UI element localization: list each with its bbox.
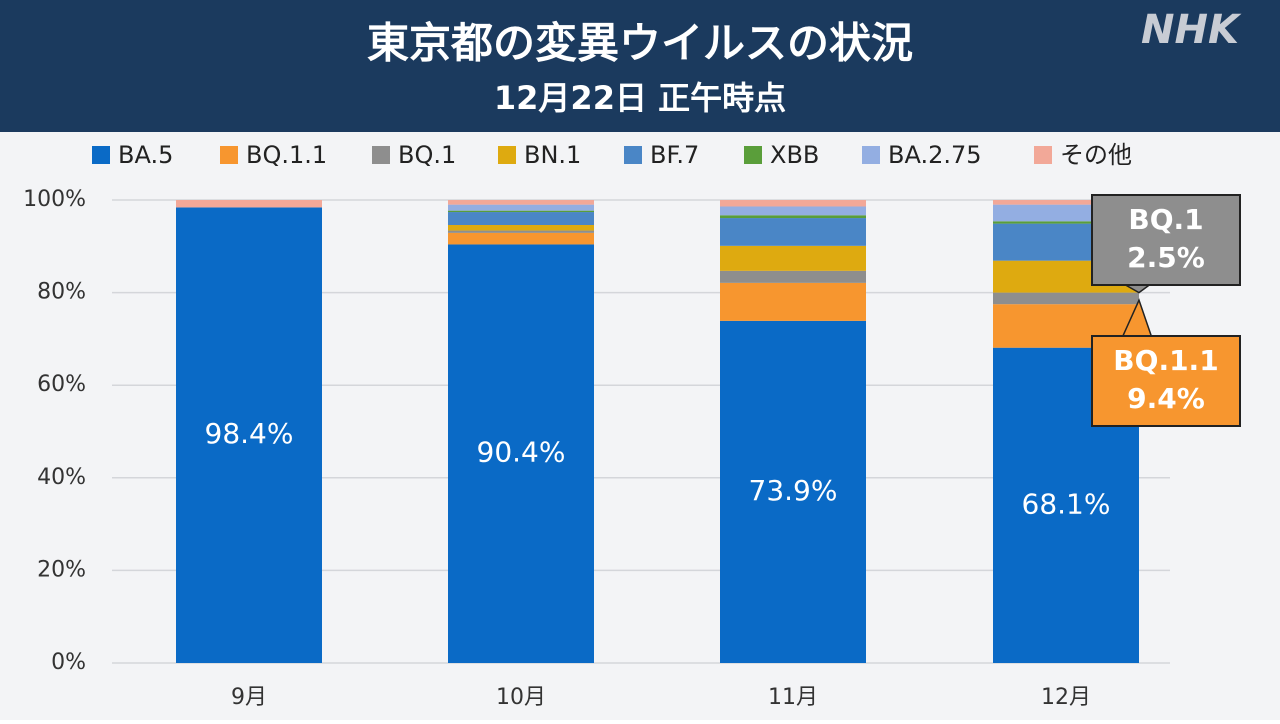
bar-segment — [448, 200, 594, 205]
legend-label: BF.7 — [650, 141, 699, 169]
bar-segment — [720, 215, 866, 219]
callout-box — [1091, 194, 1241, 286]
data-label: 90.4% — [477, 436, 566, 469]
legend-swatch — [744, 146, 762, 164]
bar-segment — [993, 221, 1139, 224]
legend-swatch — [220, 146, 238, 164]
bar-segment — [720, 218, 866, 246]
y-tick-label: 40% — [37, 465, 86, 490]
legend-swatch — [1034, 146, 1052, 164]
legend-label: BQ.1 — [398, 141, 456, 169]
data-label: 98.4% — [205, 417, 294, 450]
callout-name: BQ.1.1 — [1113, 344, 1218, 377]
y-tick-label: 20% — [37, 557, 86, 582]
x-tick-label: 9月 — [231, 685, 267, 710]
legend-swatch — [498, 146, 516, 164]
bar-segment — [176, 207, 322, 663]
legend-swatch — [624, 146, 642, 164]
bar-segment — [448, 244, 594, 663]
header-band — [0, 0, 1280, 132]
legend-label: BA.2.75 — [888, 141, 982, 169]
bar-segment — [720, 320, 866, 663]
legend-label: XBB — [770, 141, 819, 169]
bar-segment — [720, 270, 866, 283]
bar-segment — [448, 204, 594, 211]
bar-segment — [720, 206, 866, 216]
x-tick-label: 11月 — [768, 685, 818, 710]
callout-box — [1091, 335, 1241, 427]
callout-value: 9.4% — [1127, 382, 1205, 415]
legend-swatch — [92, 146, 110, 164]
bar-segment — [448, 232, 594, 245]
y-tick-label: 100% — [23, 187, 86, 212]
y-tick-label: 80% — [37, 280, 86, 305]
x-tick-label: 12月 — [1041, 685, 1091, 710]
bar-segment — [720, 282, 866, 321]
legend-swatch — [372, 146, 390, 164]
y-tick-label: 60% — [37, 372, 86, 397]
y-tick-label: 0% — [51, 650, 86, 675]
bar-segment — [448, 230, 594, 233]
bar-segment — [720, 245, 866, 271]
x-tick-label: 10月 — [496, 685, 546, 710]
bar-segment — [448, 210, 594, 213]
legend-label: BN.1 — [524, 141, 581, 169]
chart-subtitle: 12月22日 正午時点 — [494, 79, 786, 117]
data-label: 68.1% — [1022, 487, 1111, 520]
legend-label: BA.5 — [118, 141, 173, 169]
bar-segment — [448, 212, 594, 226]
bar-segment — [176, 200, 322, 208]
legend-label: BQ.1.1 — [246, 141, 327, 169]
legend-label: その他 — [1060, 141, 1132, 169]
bar-segment — [993, 292, 1139, 305]
legend-swatch — [862, 146, 880, 164]
bar-segment — [993, 200, 1139, 205]
callout-value: 2.5% — [1127, 241, 1205, 274]
chart-title: 東京都の変異ウイルスの状況 — [367, 19, 913, 68]
bar-segment — [448, 225, 594, 231]
callout-name: BQ.1 — [1128, 203, 1203, 236]
data-label: 73.9% — [749, 474, 838, 507]
logo: NHK — [1141, 7, 1242, 53]
bar-segment — [720, 200, 866, 207]
